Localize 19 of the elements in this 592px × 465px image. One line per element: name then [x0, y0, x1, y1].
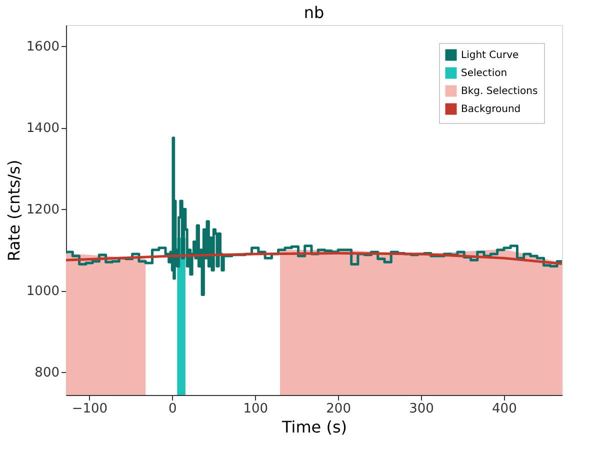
legend-label: Bkg. Selections: [461, 86, 538, 97]
legend-label: Light Curve: [461, 50, 519, 61]
legend-label: Selection: [461, 68, 508, 79]
y-tick-label: 800: [34, 366, 60, 381]
y-tick-label: 1000: [26, 284, 60, 300]
x-tick-label: 400: [492, 402, 517, 416]
y-tick-label: 1400: [26, 121, 60, 136]
x-tick-label: 100: [243, 402, 268, 416]
line-series: [66, 252, 562, 266]
legend-label: Background: [461, 104, 521, 115]
x-axis-title: Time (s): [280, 418, 348, 436]
x-tick-label: −100: [72, 402, 108, 416]
y-tick-label: 1600: [26, 40, 60, 55]
y-axis-title: Rate (cnts/s): [4, 160, 24, 262]
x-tick-label: 300: [409, 402, 434, 416]
x-tick-label: 200: [326, 402, 351, 416]
chart-title: nb: [304, 3, 324, 22]
x-tick-label: 0: [168, 402, 177, 416]
y-tick-label: 1200: [26, 202, 60, 218]
